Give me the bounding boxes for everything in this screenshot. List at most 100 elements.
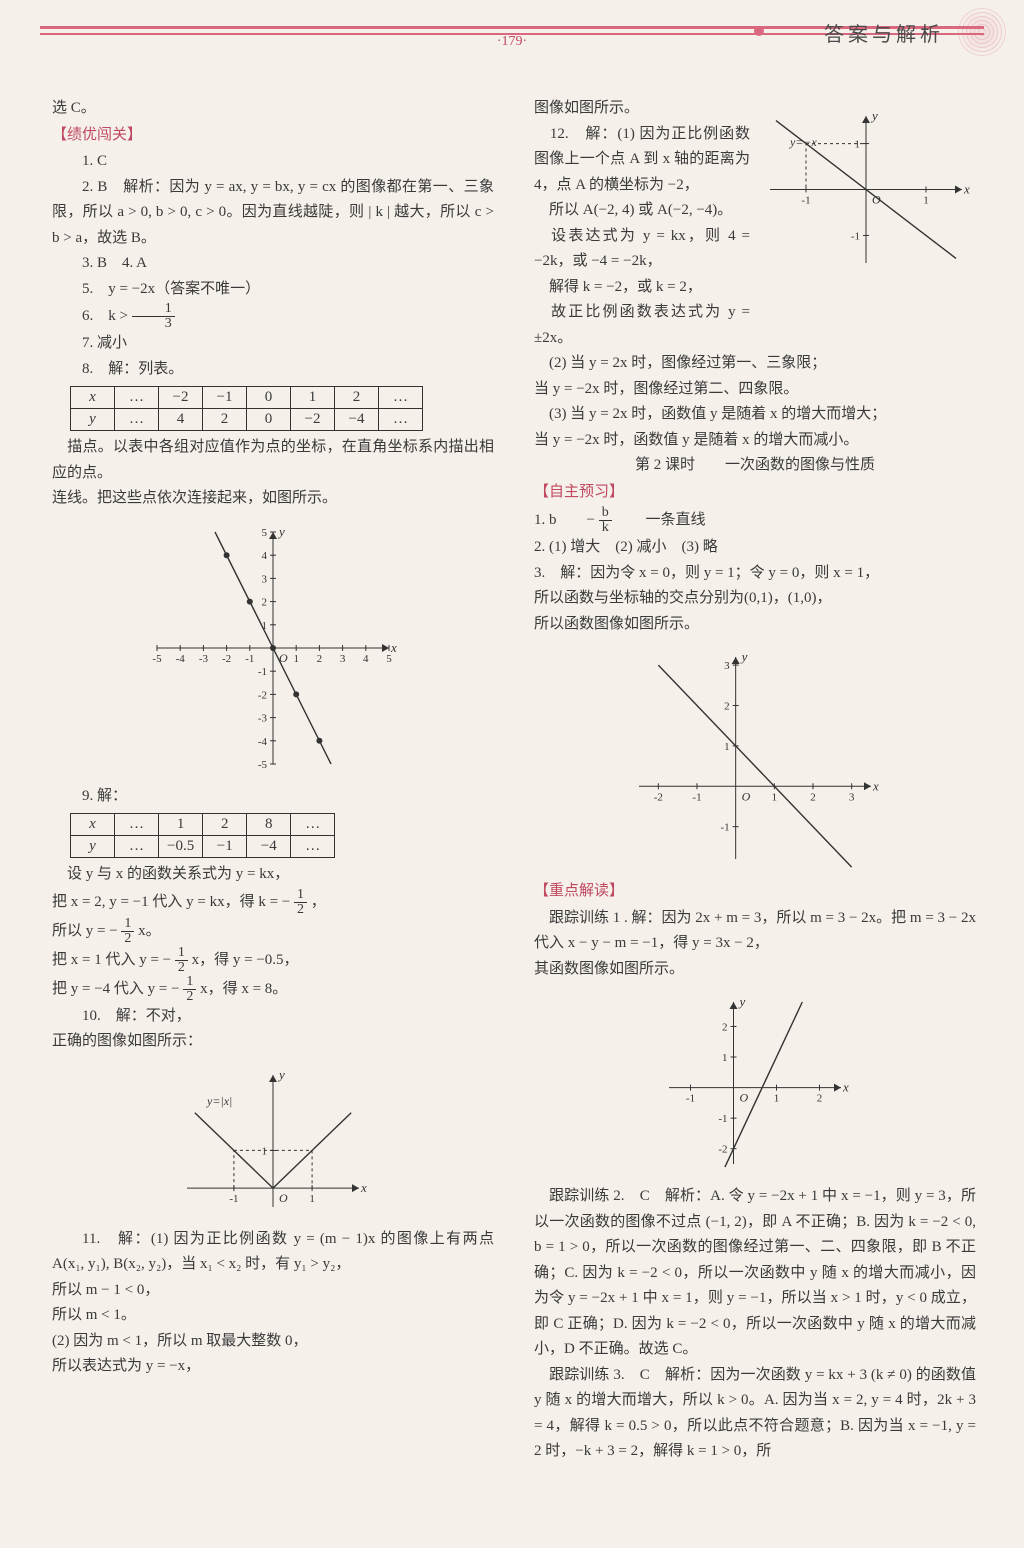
svg-text:x: x	[360, 1180, 367, 1195]
text-fragment: x。	[138, 922, 161, 938]
svg-text:2: 2	[317, 653, 323, 665]
cell: −4	[247, 836, 291, 858]
cell: x	[71, 814, 115, 836]
text-line: 连线。把这些点依次连接起来，如图所示。	[52, 486, 494, 512]
svg-text:-1: -1	[720, 822, 729, 834]
cell: …	[115, 409, 159, 431]
table-row: y … −0.5 −1 −4 …	[71, 836, 335, 858]
right-top-wrap: 图像如图所示。 12. 解：(1) 因为正比例函数图像上一个点 A 到 x 轴的…	[534, 96, 976, 351]
text-line: 所以函数与坐标轴的交点分别为(0,1)，(1,0)，	[534, 586, 976, 612]
cell: 2	[335, 387, 379, 409]
lesson-title: 第 2 课时 一次函数的图像与性质	[534, 453, 976, 479]
text-line: 10. 解：不对，	[52, 1004, 494, 1030]
text-line: 所以函数图像如图所示。	[534, 612, 976, 638]
cell: y	[71, 409, 115, 431]
svg-text:-2: -2	[718, 1144, 727, 1156]
svg-text:-5: -5	[258, 759, 268, 771]
svg-text:1: 1	[722, 1052, 728, 1064]
text-fragment: ，	[311, 893, 326, 909]
text-line: 12. 解：(1) 因为正比例函数图像上一个点 A 到 x 轴的距离为 4，点 …	[534, 122, 750, 199]
cell: −1	[203, 836, 247, 858]
graph-r2: -2-1123-1123Oxy	[625, 643, 885, 873]
svg-text:2: 2	[722, 1021, 728, 1033]
text-line: 1. b − bk 一条直线	[534, 506, 976, 535]
cell: …	[291, 814, 335, 836]
denominator: 3	[132, 317, 175, 331]
text-line: 选 C。	[52, 96, 494, 122]
cell: 8	[247, 814, 291, 836]
numerator: 1	[132, 302, 175, 317]
svg-text:y=|x|: y=|x|	[206, 1094, 232, 1108]
text-fragment: 把 y = −4 代入 y = −	[52, 980, 183, 996]
svg-text:x: x	[872, 778, 879, 793]
fraction: 1 3	[132, 302, 175, 331]
svg-text:3: 3	[262, 573, 268, 585]
svg-text:1: 1	[309, 1193, 315, 1205]
graph-2: -111Oxyy=|x|	[173, 1061, 373, 1221]
text-line: 所以 A(−2, 4) 或 A(−2, −4)。	[534, 198, 750, 224]
cell: 2	[203, 814, 247, 836]
text-line: 故正比例函数表达式为 y = ±2x。	[534, 300, 750, 351]
svg-text:-3: -3	[199, 653, 209, 665]
svg-text:2: 2	[724, 700, 730, 712]
table-1: x … −2 −1 0 1 2 … y … 4 2 0 −2 −4	[70, 386, 423, 431]
right-top-text: 图像如图所示。 12. 解：(1) 因为正比例函数图像上一个点 A 到 x 轴的…	[534, 96, 750, 351]
numerator: 1	[294, 888, 307, 903]
numerator: 1	[183, 975, 196, 990]
fraction: bk	[599, 506, 612, 535]
text-line: 所以表达式为 y = −x，	[52, 1354, 494, 1380]
page-number: ·179·	[0, 34, 1024, 50]
cell: …	[379, 387, 423, 409]
svg-text:1: 1	[855, 139, 861, 151]
text-fragment: 一条直线	[615, 512, 705, 528]
section-heading: 【自主预习】	[534, 480, 976, 506]
denominator: 2	[294, 903, 307, 917]
svg-text:5: 5	[262, 527, 268, 539]
text-line: 正确的图像如图所示：	[52, 1029, 494, 1055]
svg-text:1: 1	[923, 195, 929, 207]
cell: y	[71, 836, 115, 858]
text-line: 9. 解：	[52, 784, 494, 810]
text-line: 1. C	[52, 149, 494, 175]
svg-text:-3: -3	[258, 712, 268, 724]
table-row: x … 1 2 8 …	[71, 814, 335, 836]
text-line: 解得 k = −2，或 k = 2，	[534, 275, 750, 301]
svg-text:x: x	[390, 640, 397, 655]
text-line: 当 y = −2x 时，图像经过第二、四象限。	[534, 377, 976, 403]
cell: …	[115, 814, 159, 836]
svg-text:2: 2	[817, 1093, 823, 1105]
svg-text:y: y	[740, 649, 748, 664]
graph-r1: -11-11Oxyy=−x	[756, 102, 976, 277]
text-line: 所以 y = − 12 x。	[52, 917, 494, 946]
svg-text:O: O	[740, 1091, 749, 1105]
section-heading: 【重点解读】	[534, 879, 976, 905]
text-line: 跟踪训练 1 . 解：因为 2x + m = 3，所以 m = 3 − 2x。把…	[534, 906, 976, 957]
svg-text:-2: -2	[258, 689, 267, 701]
svg-text:1: 1	[293, 653, 299, 665]
graph-r3: -112-2-112Oxy	[655, 988, 855, 1178]
fraction: 12	[183, 975, 196, 1004]
text-line: 2. B 解析：因为 y = ax, y = bx, y = cx 的图像都在第…	[52, 175, 494, 252]
text-line: 5. y = −2x（答案不唯一）	[52, 277, 494, 303]
svg-text:y: y	[277, 524, 285, 539]
svg-text:y: y	[738, 994, 746, 1009]
text-line: (2) 因为 m < 1，所以 m 取最大整数 0，	[52, 1329, 494, 1355]
cell: −2	[159, 387, 203, 409]
text-line: (2) 当 y = 2x 时，图像经过第一、三象限；	[534, 351, 976, 377]
svg-text:-1: -1	[258, 666, 267, 678]
svg-text:y: y	[277, 1067, 285, 1082]
text-fragment: 6. k >	[82, 308, 132, 324]
cell: 1	[291, 387, 335, 409]
text-line: 描点。以表中各组对应值作为点的坐标，在直角坐标系内描出相应的点。	[52, 435, 494, 486]
cell: 2	[203, 409, 247, 431]
cell: −2	[291, 409, 335, 431]
cell: …	[291, 836, 335, 858]
text-line: 所以 m < 1。	[52, 1303, 494, 1329]
text-fragment: x，得 y = −0.5，	[192, 951, 299, 967]
cell: 0	[247, 387, 291, 409]
svg-text:1: 1	[772, 791, 778, 803]
svg-text:-2: -2	[222, 653, 231, 665]
svg-text:-1: -1	[692, 791, 701, 803]
svg-text:4: 4	[363, 653, 369, 665]
text-fragment: 所以 y = −	[52, 922, 121, 938]
